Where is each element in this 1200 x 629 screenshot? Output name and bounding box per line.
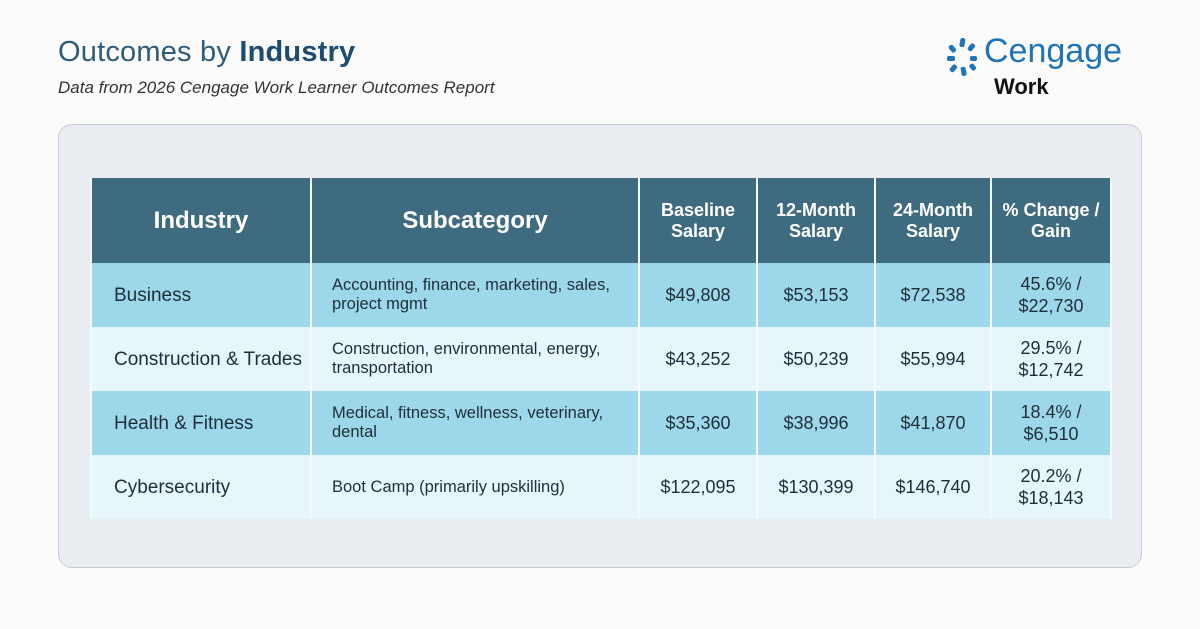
12-month-salary-cell: $50,239 (756, 327, 876, 391)
dollar-gain: $18,143 (1018, 488, 1084, 508)
column-header: 24-Month Salary (874, 178, 992, 263)
subcategory-cell: Boot Camp (primarily upskilling) (310, 455, 640, 519)
dollar-gain: $12,742 (1018, 360, 1084, 380)
percent-change: 18.4% / (1020, 402, 1082, 422)
12-month-salary-cell: $130,399 (756, 455, 876, 519)
page-title: Outcomes by Industry (58, 36, 355, 69)
baseline-salary-cell: $35,360 (638, 391, 758, 455)
table-header-row: Industry Subcategory Baseline Salary 12-… (90, 178, 1112, 263)
24-month-salary-cell: $146,740 (874, 455, 992, 519)
column-header: Industry (90, 178, 312, 263)
change-gain-cell: 45.6% / $22,730 (990, 263, 1112, 327)
column-header: Subcategory (310, 178, 640, 263)
cengage-dots-icon (947, 38, 977, 76)
dollar-gain: $22,730 (1018, 296, 1084, 316)
percent-change: 29.5% / (1020, 338, 1082, 358)
12-month-salary-cell: $53,153 (756, 263, 876, 327)
column-header: 12-Month Salary (756, 178, 876, 263)
table-row: Health & Fitness Medical, fitness, wellne… (90, 391, 1112, 455)
change-gain-cell: 18.4% / $6,510 (990, 391, 1112, 455)
page-subtitle: Data from 2026 Cengage Work Learner Outc… (58, 78, 495, 97)
outcomes-table: Industry Subcategory Baseline Salary 12-… (90, 178, 1112, 519)
table-row: Cybersecurity Boot Camp (primarily upskil… (90, 455, 1112, 519)
24-month-salary-cell: $55,994 (874, 327, 992, 391)
subcategory-cell: Construction, environmental, energy, tra… (310, 327, 640, 391)
percent-change: 20.2% / (1020, 466, 1082, 486)
change-gain-cell: 29.5% / $12,742 (990, 327, 1112, 391)
24-month-salary-cell: $72,538 (874, 263, 992, 327)
change-gain-cell: 20.2% / $18,143 (990, 455, 1112, 519)
table-row: Construction & Trades Construction, envir… (90, 327, 1112, 391)
column-header: % Change / Gain (990, 178, 1112, 263)
percent-change: 45.6% / (1020, 274, 1082, 294)
title-light: Outcomes by (58, 36, 232, 68)
title-bold: Industry (239, 36, 356, 68)
subcategory-cell: Medical, fitness, wellness, veterinary, … (310, 391, 640, 455)
table-row: Business Accounting, finance, marketing, … (90, 263, 1112, 327)
dollar-gain: $6,510 (1023, 424, 1079, 444)
industry-cell: Construction & Trades (90, 327, 312, 391)
industry-cell: Health & Fitness (90, 391, 312, 455)
24-month-salary-cell: $41,870 (874, 391, 992, 455)
baseline-salary-cell: $43,252 (638, 327, 758, 391)
logo-brand: Cengage (984, 32, 1123, 70)
baseline-salary-cell: $122,095 (638, 455, 758, 519)
baseline-salary-cell: $49,808 (638, 263, 758, 327)
cengage-work-logo: Cengage Work (946, 32, 1146, 104)
column-header: Baseline Salary (638, 178, 758, 263)
industry-cell: Business (90, 263, 312, 327)
12-month-salary-cell: $38,996 (756, 391, 876, 455)
subcategory-cell: Accounting, finance, marketing, sales, p… (310, 263, 640, 327)
logo-sub: Work (994, 74, 1049, 99)
industry-cell: Cybersecurity (90, 455, 312, 519)
